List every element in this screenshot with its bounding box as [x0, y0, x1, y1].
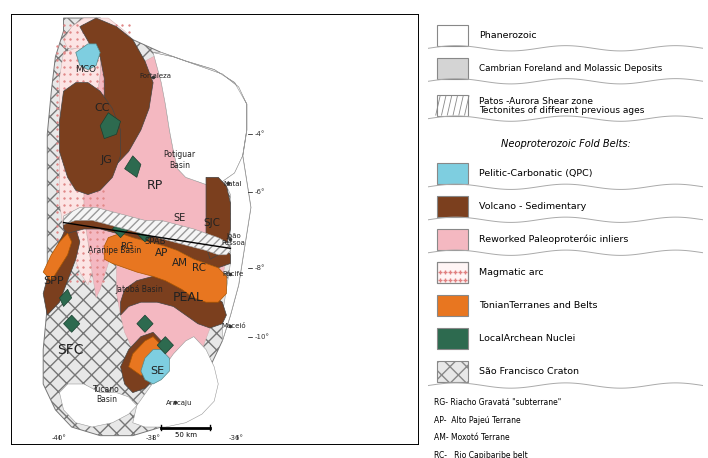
Polygon shape [101, 113, 120, 139]
Bar [437, 262, 468, 283]
Text: -10°: -10° [255, 333, 270, 340]
Text: Aracaju: Aracaju [166, 400, 193, 406]
Polygon shape [59, 289, 72, 306]
Text: AM: AM [171, 258, 188, 268]
Text: -8°: -8° [255, 265, 266, 271]
Text: MCO: MCO [76, 65, 96, 74]
Text: João
Pessoa: João Pessoa [222, 233, 245, 246]
Polygon shape [43, 18, 251, 436]
Text: Tectonites of different previous ages: Tectonites of different previous ages [479, 106, 644, 115]
Text: RC-   Rio Capibaribe belt: RC- Rio Capibaribe belt [434, 451, 527, 458]
Polygon shape [64, 18, 132, 53]
Polygon shape [132, 337, 218, 427]
Polygon shape [104, 233, 227, 302]
Text: CC: CC [94, 104, 110, 114]
Bar [437, 196, 468, 217]
Polygon shape [64, 315, 80, 333]
Text: SJC: SJC [204, 218, 221, 228]
Text: Cambrian Foreland and Molassic Deposits: Cambrian Foreland and Molassic Deposits [479, 64, 663, 72]
Bar [437, 95, 468, 116]
Text: JG: JG [101, 155, 113, 165]
Text: Phanerozoic: Phanerozoic [479, 31, 537, 39]
Polygon shape [206, 177, 231, 259]
Text: TonianTerranes and Belts: TonianTerranes and Belts [479, 301, 598, 310]
Text: -40°: -40° [52, 435, 67, 441]
Polygon shape [153, 53, 251, 341]
Text: SE: SE [150, 366, 164, 376]
Text: Reworked Paleoproteróic inliers: Reworked Paleoproteróic inliers [479, 235, 629, 244]
Polygon shape [120, 276, 227, 328]
Polygon shape [113, 220, 129, 238]
Bar [437, 328, 468, 349]
Bar [437, 262, 468, 283]
Bar [437, 229, 468, 250]
Text: Natal: Natal [223, 181, 241, 187]
Text: -36°: -36° [229, 435, 244, 441]
Bar [437, 361, 468, 382]
Polygon shape [157, 337, 173, 354]
Polygon shape [141, 349, 169, 384]
Text: Volcano - Sedimentary: Volcano - Sedimentary [479, 202, 586, 211]
Bar [437, 295, 468, 316]
Text: SPAB: SPAB [144, 237, 166, 246]
Text: RC: RC [192, 263, 206, 273]
Text: Magmatic arc: Magmatic arc [479, 268, 544, 277]
Text: Maceió: Maceió [221, 323, 246, 329]
Polygon shape [80, 18, 153, 177]
Text: SE: SE [173, 213, 185, 223]
Text: AM- Moxotó Terrane: AM- Moxotó Terrane [434, 433, 510, 442]
Text: AP: AP [154, 248, 168, 258]
Text: SPP: SPP [43, 276, 64, 286]
Text: AP-  Alto Pajeú Terrane: AP- Alto Pajeú Terrane [434, 416, 520, 425]
Text: Pelitic-Carbonatic (QPC): Pelitic-Carbonatic (QPC) [479, 169, 593, 178]
Text: Fortaleza: Fortaleza [139, 73, 171, 79]
Polygon shape [125, 156, 141, 177]
Text: Jatobá Basin: Jatobá Basin [115, 285, 163, 294]
Polygon shape [43, 225, 80, 315]
Polygon shape [59, 384, 137, 427]
Polygon shape [116, 216, 227, 376]
Text: Patos -Aurora Shear zone: Patos -Aurora Shear zone [479, 97, 593, 106]
Bar [437, 163, 468, 184]
Text: PEAL: PEAL [172, 291, 203, 305]
Polygon shape [137, 225, 153, 242]
Polygon shape [59, 44, 101, 285]
Polygon shape [59, 82, 120, 195]
Text: Tucano
Basin: Tucano Basin [93, 385, 120, 404]
Polygon shape [76, 44, 101, 70]
Text: SFC: SFC [57, 343, 84, 356]
Text: RG: RG [120, 242, 133, 251]
Text: Potiguar
Basin: Potiguar Basin [164, 150, 195, 170]
Polygon shape [129, 337, 161, 376]
Polygon shape [64, 212, 231, 268]
Bar [437, 25, 468, 46]
Polygon shape [153, 53, 246, 186]
Text: 50 km: 50 km [175, 432, 197, 438]
Polygon shape [64, 207, 231, 255]
Text: Neoproterozoic Fold Belts:: Neoproterozoic Fold Belts: [501, 139, 631, 149]
Text: São Francisco Craton: São Francisco Craton [479, 367, 579, 376]
Text: Aranipe Basin: Aranipe Basin [88, 246, 141, 255]
Text: -38°: -38° [146, 435, 161, 441]
Text: LocalArchean Nuclei: LocalArchean Nuclei [479, 334, 576, 343]
Text: RG- Riacho Gravatá "subterrane": RG- Riacho Gravatá "subterrane" [434, 398, 561, 407]
Polygon shape [84, 53, 227, 298]
Polygon shape [137, 315, 153, 333]
Bar [437, 58, 468, 79]
Polygon shape [43, 233, 72, 281]
Text: -4°: -4° [255, 131, 266, 137]
Text: RP: RP [147, 180, 164, 192]
Text: Recife: Recife [223, 271, 244, 277]
Text: -6°: -6° [255, 190, 266, 196]
Polygon shape [120, 333, 161, 393]
